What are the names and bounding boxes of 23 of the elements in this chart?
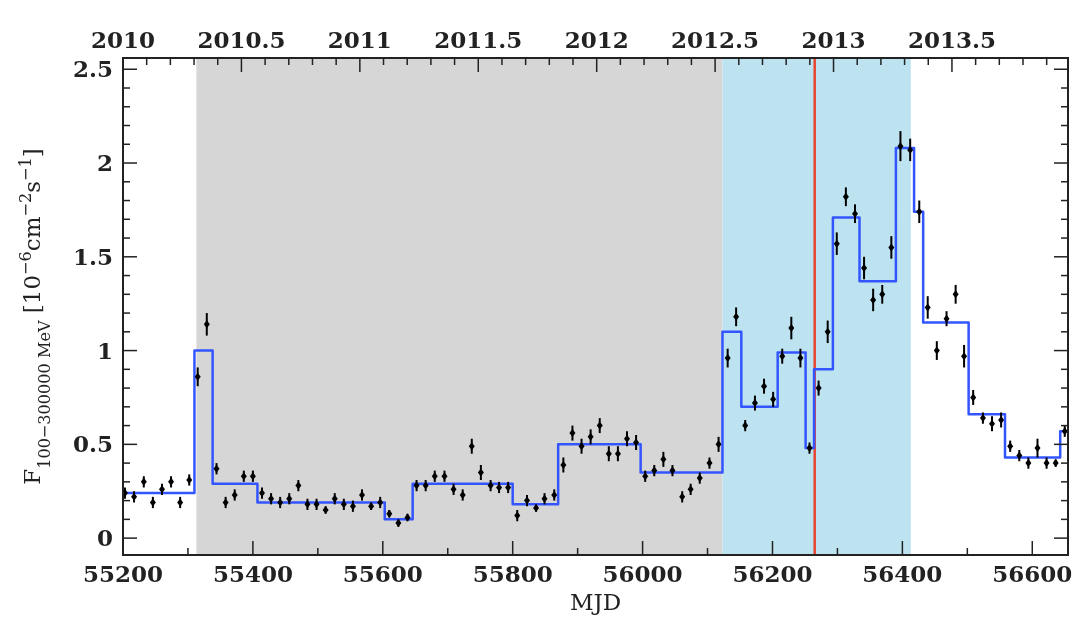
y-tick-label: 1.5: [72, 242, 113, 270]
x-tick-label: 55800: [472, 560, 553, 587]
x2-tick-label: 2012: [564, 26, 629, 53]
y-tick-label: 0: [96, 524, 113, 552]
x-tick-label: 55200: [82, 560, 164, 587]
y-tick-label: 2: [96, 149, 113, 177]
y-tick-label: 2.5: [72, 55, 113, 83]
x-tick-label: 56600: [992, 560, 1073, 587]
x2-tick-label: 2011.5: [434, 26, 523, 53]
x2-tick-label: 2013.5: [907, 26, 996, 53]
x2-tick-label: 2010.5: [197, 26, 286, 53]
x-tick-label: 56000: [602, 560, 683, 587]
x-tick-label: 56200: [732, 560, 813, 587]
x2-tick-label: 2012.5: [671, 26, 760, 53]
x-tick-label: 55600: [342, 560, 423, 587]
x2-tick-label: 2013: [801, 26, 866, 53]
y-tick-label: 0.5: [72, 430, 113, 458]
y-tick-label: 1: [96, 336, 113, 364]
x2-tick-label: 2010: [90, 26, 156, 53]
x-tick-label: 55400: [212, 560, 293, 587]
x-tick-label: 56400: [862, 560, 943, 587]
x-axis-title: MJD: [569, 589, 622, 615]
x2-tick-label: 2011: [327, 26, 392, 53]
